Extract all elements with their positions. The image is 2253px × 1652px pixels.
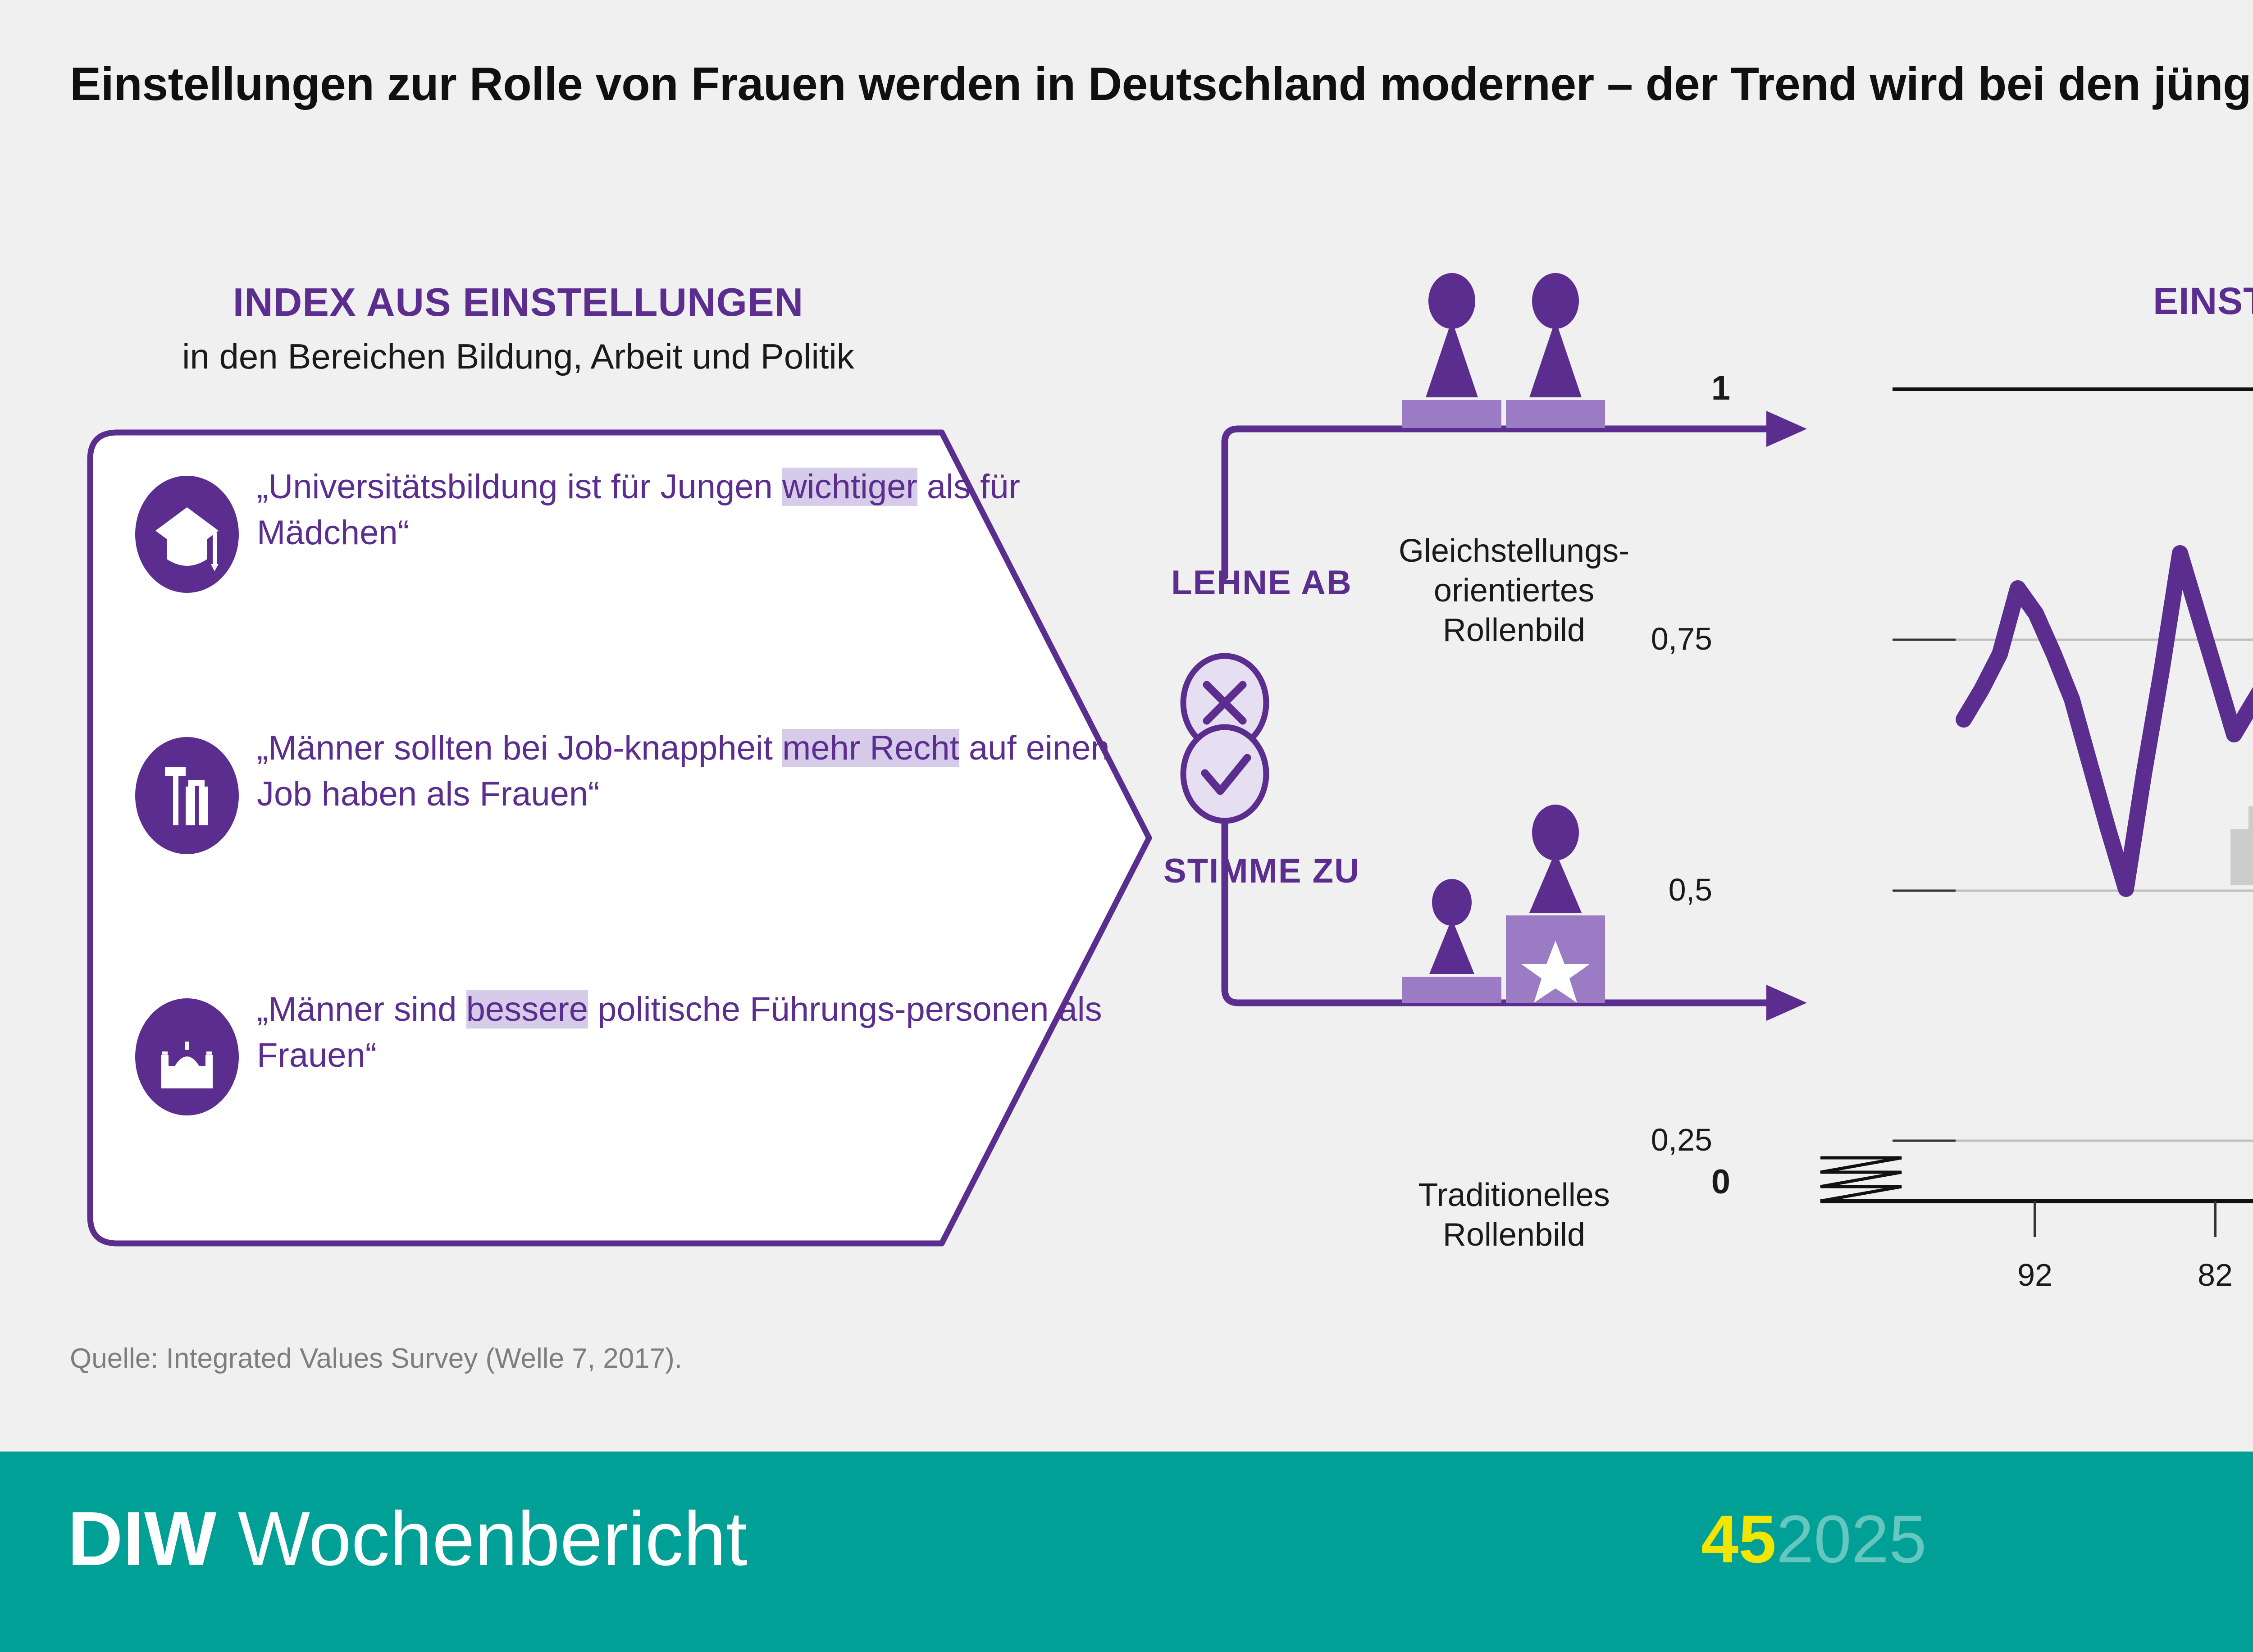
publication-title-rest: Wochenbericht — [216, 1496, 748, 1582]
chart-subtitle: nach Alter in Deutschland 2017 — [1884, 333, 2253, 372]
statement-row: „Universitätsbildung ist für Jungen wich… — [135, 464, 1126, 593]
equal-role-arrow — [1221, 411, 1807, 580]
source-note: Quelle: Integrated Values Survey (Welle … — [70, 1343, 683, 1374]
x-tick-82: 82 — [2198, 1257, 2233, 1292]
statement-text-post: als für Mädchen“ — [257, 468, 1020, 552]
equal-role-label: Gleichstellungs- orientiertes Rollenbild — [1343, 532, 1685, 650]
statement-text-highlight: wichtiger — [782, 468, 917, 506]
index-panel-subtitle: in den Bereichen Bildung, Arbeit und Pol… — [182, 337, 854, 376]
equal-role-label-line: Gleichstellungs- — [1398, 533, 1630, 569]
traditional-role-label-line: Traditionelles — [1418, 1177, 1610, 1213]
equal-role-label-line: orientiertes — [1433, 572, 1595, 609]
check-circle-icon — [1180, 724, 1269, 824]
statement-text-pre: „Männer sind — [257, 990, 466, 1029]
statements-callout — [72, 419, 1163, 1257]
parliament-icon — [135, 998, 239, 1115]
y-tick-05: 0,5 — [1668, 872, 1712, 907]
role-scale-diagram: Gleichstellungs- orientiertes Rollenbild… — [1117, 252, 1838, 1333]
statement-text-highlight: bessere — [466, 990, 588, 1029]
statement-text-post: politische Führungs-personen als Frauen“ — [257, 990, 1102, 1074]
attitude-index-line — [1956, 545, 2253, 897]
y-tick-025: 0,25 — [1651, 1122, 1712, 1157]
statement-text-pre: „Männer sollten bei Job-knappheit — [257, 729, 783, 767]
publication-title-bold: DIW — [68, 1496, 217, 1582]
statement-text-pre: „Universitätsbildung ist für Jungen — [257, 468, 782, 506]
issue-label: 452025 — [1701, 1500, 1927, 1578]
germany-silhouette-path — [2230, 806, 2253, 885]
equal-role-label-line: Rollenbild — [1442, 612, 1586, 648]
traditional-role-label-line: Rollenbild — [1442, 1216, 1586, 1253]
issue-number: 45 — [1701, 1501, 1776, 1577]
issue-year: 2025 — [1776, 1501, 1927, 1577]
star-icon — [1521, 941, 1590, 1003]
index-panel-title: INDEX AUS EINSTELLUNGEN — [233, 280, 804, 324]
x-axis-ticks — [2034, 1201, 2217, 1237]
statement-text: „Männer sollten bei Job-knappheit mehr R… — [257, 725, 1126, 817]
page-title: Einstellungen zur Rolle von Frauen werde… — [70, 58, 2253, 110]
statement-text-highlight: mehr Recht — [782, 729, 959, 767]
traditional-role-podium — [1402, 805, 1605, 1003]
statement-text: „Universitätsbildung ist für Jungen wich… — [257, 464, 1126, 556]
x-tick-92: 92 — [2017, 1257, 2052, 1292]
age-attitudes-line-chart — [1748, 387, 2253, 1288]
agree-label: STIMME ZU — [1163, 852, 1360, 890]
chart-header: EINSTELLUNGEN ZU GESCHLECHTERROLLEN nach… — [1884, 279, 2253, 372]
traditional-role-label: Traditionelles Rollenbild — [1343, 1176, 1685, 1255]
index-panel-header: INDEX AUS EINSTELLUNGEN in den Bereichen… — [0, 279, 1036, 377]
equal-role-podium — [1402, 273, 1605, 428]
chart-title: EINSTELLUNGEN ZU GESCHLECHTERROLLEN — [2153, 280, 2253, 322]
statement-row: „Männer sollten bei Job-knappheit mehr R… — [135, 725, 1126, 854]
statement-text: „Männer sind bessere politische Führungs… — [257, 987, 1126, 1079]
publication-title: DIW Wochenbericht — [68, 1495, 748, 1583]
y-tick-075: 0,75 — [1651, 621, 1712, 656]
traditional-role-arrow — [1221, 820, 1807, 1021]
statement-row: „Männer sind bessere politische Führungs… — [135, 987, 1126, 1115]
y-axis-break-icon — [1820, 1156, 2253, 1203]
footer-bar: DIW Wochenbericht 452025 DIW BERLIN — [0, 1452, 2253, 1652]
y-tick-1: 1 — [1711, 369, 1730, 407]
x-circle-icon — [1180, 653, 1269, 753]
briefcase-icon — [135, 737, 239, 854]
statement-text-post: auf einen Job haben als Frauen“ — [257, 729, 1110, 813]
reject-label: LEHNE AB — [1171, 564, 1352, 602]
y-tick-0: 0 — [1711, 1163, 1730, 1201]
graduation-cap-icon — [135, 476, 239, 593]
